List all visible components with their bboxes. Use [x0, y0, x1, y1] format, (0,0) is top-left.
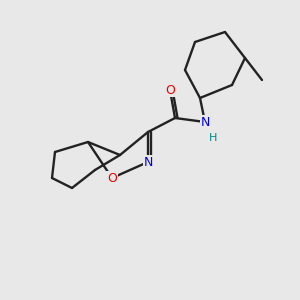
Text: O: O: [107, 172, 117, 184]
Text: N: N: [200, 116, 210, 128]
Text: H: H: [209, 133, 217, 143]
Text: O: O: [165, 83, 175, 97]
Text: N: N: [143, 155, 153, 169]
